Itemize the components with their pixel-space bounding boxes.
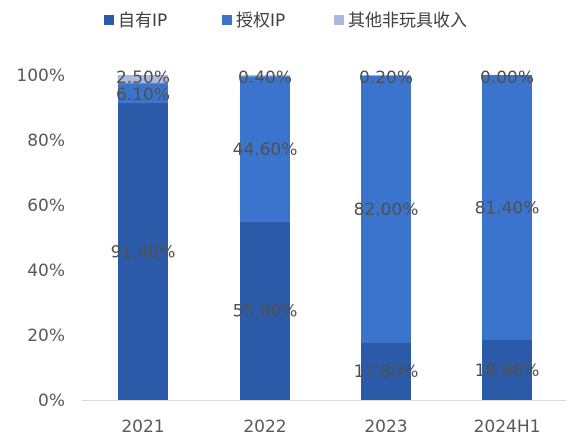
legend-swatch [104,15,114,25]
x-tick-label: 2023 [364,417,407,437]
data-label: 82.00% [354,200,419,220]
data-label: 81.40% [475,198,540,218]
bar-segment [361,75,411,76]
legend: 自有IP 授权IP 其他非玩具收入 [104,11,467,31]
legend-label: 其他非玩具收入 [348,11,467,31]
legend-label: 自有IP [118,11,167,31]
y-tick-label: 0% [38,391,65,411]
y-tick-label: 60% [27,196,65,216]
y-tick-label: 100% [16,66,65,86]
data-label: 0.40% [238,68,292,88]
legend-swatch [222,15,232,25]
y-axis: 0% 20% 40% 60% 80% 100% [16,66,65,411]
y-tick-label: 80% [27,131,65,151]
x-tick-label: 2021 [121,417,164,437]
legend-swatch [334,15,344,25]
x-tick-label: 2024H1 [474,417,541,437]
bar-segment [118,102,168,400]
bar-segment [118,75,168,84]
data-label: 17.80% [354,362,419,382]
legend-item: 其他非玩具收入 [334,11,467,31]
bar-segment [482,75,532,340]
bar-segment [361,342,411,400]
bar-segment [482,339,532,400]
legend-item: 授权IP [222,11,285,31]
bars [118,75,532,400]
x-tick-label: 2022 [243,417,286,437]
y-tick-label: 40% [27,261,65,281]
data-label: 2.50% [116,68,170,88]
bar-segment [240,76,290,222]
data-label: 6.10% [116,85,170,105]
bar-segment [240,75,290,77]
bar-segment [240,221,290,400]
data-label: 0.20% [359,68,413,88]
y-tick-label: 20% [27,326,65,346]
bar-segment [361,75,411,343]
legend-item: 自有IP [104,11,167,31]
data-label: 91.40% [111,242,176,262]
bar-segment [118,83,168,103]
data-labels: 91.40% 6.10%2.50% 55.00% 44.60% 0.40% 17.80% 8… [111,68,540,382]
x-axis: 2021 2022 2023 2024H1 [82,400,566,437]
legend-label: 授权IP [236,11,285,31]
data-label: 44.60% [233,140,298,160]
data-label: 0.00% [480,68,534,88]
data-label: 18.60% [475,361,540,381]
data-label: 55.00% [233,302,298,322]
